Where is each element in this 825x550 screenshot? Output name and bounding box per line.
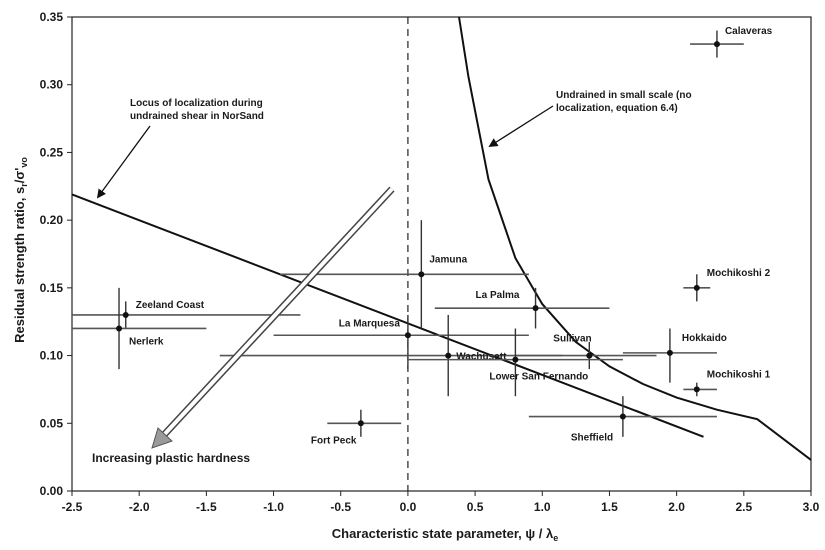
point-label: La Palma <box>476 290 520 301</box>
curve-undrained <box>458 16 812 461</box>
x-tick-label: 0.0 <box>400 500 417 514</box>
svg-text:undrained shear in NorSand: undrained shear in NorSand <box>130 111 264 122</box>
point-marker <box>693 386 700 393</box>
point-marker <box>418 271 425 278</box>
point-marker <box>713 41 720 48</box>
data-point: Fort Peck <box>311 409 402 446</box>
x-axis-title: Characteristic state parameter, ψ / λe <box>332 526 559 543</box>
point-marker <box>693 284 700 291</box>
point-marker <box>122 311 129 318</box>
point-marker <box>404 332 411 339</box>
point-label: Nerlerk <box>129 336 164 347</box>
x-tick-label: -0.5 <box>330 500 351 514</box>
point-label: Wachusett <box>456 352 507 363</box>
point-label: Hokkaido <box>682 333 727 344</box>
point-label: Zeeland Coast <box>136 300 205 311</box>
point-label: Calaveras <box>725 26 773 37</box>
y-tick-label: 0.35 <box>40 10 64 24</box>
x-tick-label: 0.5 <box>467 500 484 514</box>
x-axis: -2.5 -2.0 -1.5 -1.0 -0.5 0.0 0.5 1.0 1.5 2.0 2.5 3.… <box>62 491 820 514</box>
x-tick-label: 1.0 <box>534 500 551 514</box>
annotation-arrow: Increasing plastic hardness <box>92 186 395 465</box>
plot-area: Calaveras Mochikoshi 2 Jamuna La Palma Zeela… <box>71 16 812 492</box>
svg-text:localization, equation 6.4): localization, equation 6.4) <box>556 103 678 114</box>
y-tick-label: 0.15 <box>40 281 64 295</box>
svg-text:Locus of localization during: Locus of localization during <box>130 98 263 109</box>
point-label: La Marquesa <box>339 318 401 329</box>
svg-text:Undrained in small scale (no: Undrained in small scale (no <box>556 90 692 101</box>
point-label: Fort Peck <box>311 435 357 446</box>
data-point: Hokkaido <box>622 328 727 383</box>
point-marker <box>619 413 626 420</box>
y-axis-title: Residual strength ratio, sr/σ'vo <box>12 157 29 343</box>
y-tick-label: 0.10 <box>40 349 64 363</box>
data-point: Mochikoshi 2 <box>683 268 771 302</box>
y-tick-label: 0.20 <box>40 213 64 227</box>
point-marker <box>357 420 364 427</box>
data-point: Jamuna <box>280 220 529 329</box>
annotation-locus: Locus of localization during undrained s… <box>96 98 264 199</box>
data-point: Sheffield <box>528 396 717 444</box>
x-tick-label: -1.5 <box>196 500 217 514</box>
svg-text:Increasing plastic hardness: Increasing plastic hardness <box>92 451 250 465</box>
point-marker <box>586 352 593 359</box>
curve-locus <box>71 193 704 438</box>
y-tick-label: 0.05 <box>40 416 64 430</box>
x-tick-label: -2.0 <box>129 500 150 514</box>
point-label: Sheffield <box>571 433 613 444</box>
x-tick-label: 2.5 <box>735 500 752 514</box>
point-marker <box>666 349 673 356</box>
point-label: Lower San Fernando <box>489 372 588 383</box>
point-label: Jamuna <box>429 254 467 265</box>
data-point: Sullivan <box>515 334 657 370</box>
data-point: Nerlerk <box>72 287 207 370</box>
y-tick-label: 0.00 <box>40 484 64 498</box>
point-label: Mochikoshi 1 <box>707 369 771 380</box>
x-tick-label: -1.0 <box>263 500 284 514</box>
point-marker <box>532 305 539 312</box>
point-label: Mochikoshi 2 <box>707 268 771 279</box>
point-marker <box>512 356 519 363</box>
annotation-undrained: Undrained in small scale (no localizatio… <box>488 90 692 147</box>
data-point: Zeeland Coast <box>72 300 301 329</box>
point-marker <box>116 325 123 332</box>
point-marker <box>445 352 452 359</box>
x-tick-label: -2.5 <box>62 500 83 514</box>
point-label: Sullivan <box>553 334 591 345</box>
x-tick-label: 1.5 <box>601 500 618 514</box>
data-point: Wachusett <box>219 314 563 397</box>
data-point: Calaveras <box>690 26 773 58</box>
y-axis: 0.00 0.05 0.10 0.15 0.20 0.25 0.30 0.35 <box>40 10 72 498</box>
x-tick-label: 3.0 <box>803 500 820 514</box>
data-point: Lower San Fernando <box>407 328 623 397</box>
y-tick-label: 0.30 <box>40 78 64 92</box>
x-tick-label: 2.0 <box>668 500 685 514</box>
data-point: La Palma <box>434 287 610 329</box>
plot-frame <box>71 16 812 492</box>
data-point: Mochikoshi 1 <box>683 369 771 397</box>
y-tick-label: 0.25 <box>40 145 64 159</box>
